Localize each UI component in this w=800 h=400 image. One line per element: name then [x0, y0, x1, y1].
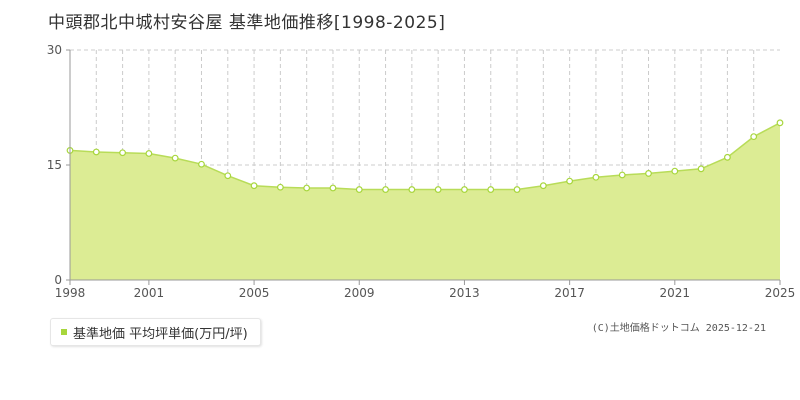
chart-title: 中頭郡北中城村安谷屋 基準地価推移[1998-2025] [48, 13, 446, 33]
y-tick-label: 30 [47, 43, 62, 57]
x-tick-labels: 1998 2001 2005 2009 2013 2017 2021 2025 [55, 286, 796, 300]
data-point [382, 186, 389, 193]
data-point [539, 182, 547, 190]
x-tick-label: 2013 [449, 286, 480, 300]
data-point [250, 182, 258, 190]
data-point [566, 177, 574, 185]
data-point [513, 186, 521, 193]
data-point [119, 149, 126, 157]
data-point [750, 133, 758, 141]
data-point [145, 150, 153, 157]
x-tick-label: 2001 [134, 286, 165, 300]
data-point [434, 186, 442, 193]
data-point [224, 172, 232, 180]
legend-swatch [61, 329, 67, 335]
data-point [671, 167, 679, 175]
data-point [592, 173, 600, 181]
x-tick-label: 2021 [660, 286, 691, 300]
data-point [408, 186, 416, 193]
data-point [92, 148, 100, 156]
data-point [171, 154, 179, 162]
data-point [618, 171, 626, 179]
data-point [198, 160, 205, 168]
copyright-text: (C)土地価格ドットコム 2025-12-21 [591, 323, 766, 334]
x-tick-label: 2009 [344, 286, 375, 300]
x-tick-label: 2005 [239, 286, 270, 300]
legend: 基準地価 平均坪単価(万円/坪) [50, 318, 261, 346]
data-markers [66, 119, 784, 193]
data-point [461, 186, 468, 193]
axes [66, 49, 781, 285]
area-fill [70, 122, 780, 280]
data-point [697, 165, 705, 173]
data-point [276, 183, 284, 191]
data-point [724, 153, 731, 161]
x-tick-label: 1998 [55, 286, 86, 300]
y-tick-label: 15 [47, 158, 62, 172]
data-point [355, 186, 363, 193]
data-point [303, 184, 311, 192]
y-tick-labels: 0 15 30 [47, 43, 62, 287]
data-point [776, 119, 784, 127]
data-point [329, 184, 337, 192]
data-point [645, 170, 652, 177]
legend-label: 基準地価 平均坪単価(万円/坪) [73, 326, 248, 342]
series-line [69, 122, 781, 191]
data-point [487, 186, 495, 193]
y-tick-label: 0 [54, 273, 62, 287]
x-tick-label: 2025 [765, 286, 796, 300]
x-tick-label: 2017 [554, 286, 585, 300]
